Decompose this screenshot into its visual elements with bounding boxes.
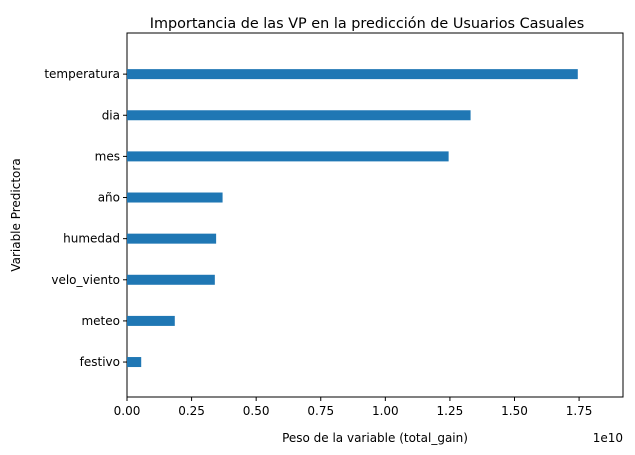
y-tick-label: año xyxy=(98,191,120,205)
bar-festivo xyxy=(127,357,141,367)
y-tick-label: festivo xyxy=(80,355,120,369)
bar-mes xyxy=(127,151,449,161)
x-tick-label: 1.75 xyxy=(566,404,593,418)
x-axis-offset-label: 1e10 xyxy=(593,431,623,445)
x-axis-ticks: 0.00 0.25 0.50 0.75 1.00 1.25 1.50 1.75 xyxy=(114,397,593,418)
y-axis-label: Variable Predictora xyxy=(9,158,23,271)
bar-a-o xyxy=(127,193,223,203)
y-tick-label: mes xyxy=(95,149,120,163)
bar-meteo xyxy=(127,316,175,326)
x-tick-label: 0.75 xyxy=(307,404,334,418)
bar-temperatura xyxy=(127,69,578,79)
x-axis-label: Peso de la variable (total_gain) xyxy=(282,431,468,445)
chart-title: Importancia de las VP en la predicción d… xyxy=(150,16,585,32)
x-tick-label: 0.25 xyxy=(178,404,205,418)
y-tick-label: meteo xyxy=(81,314,120,328)
x-tick-label: 1.25 xyxy=(437,404,464,418)
y-tick-label: temperatura xyxy=(44,67,120,81)
y-tick-label: velo_viento xyxy=(51,273,120,287)
x-tick-label: 0.00 xyxy=(114,404,141,418)
x-tick-label: 1.50 xyxy=(501,404,528,418)
y-tick-label: dia xyxy=(102,108,120,122)
x-tick-label: 0.50 xyxy=(243,404,270,418)
y-tick-label: humedad xyxy=(63,232,120,246)
y-axis-ticks: temperatura dia mes año humedad velo_vientome… xyxy=(44,67,127,369)
x-tick-label: 1.00 xyxy=(372,404,399,418)
bar-dia xyxy=(127,110,471,120)
bar-humedad xyxy=(127,234,216,244)
plot-area xyxy=(127,33,623,397)
bar-velo-viento xyxy=(127,275,215,285)
